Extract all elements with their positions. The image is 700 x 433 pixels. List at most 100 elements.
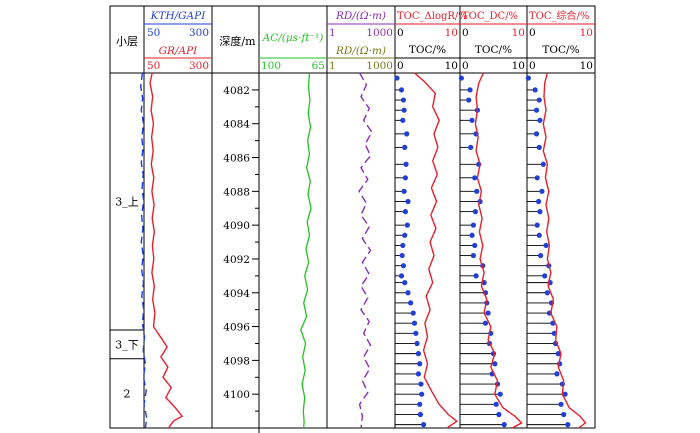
toc2-measured-min: 0 (462, 60, 469, 72)
ac-curve-name: AC/(μs·ft⁻¹) (262, 32, 324, 44)
toc2-measured-point (458, 75, 464, 81)
toc3-measured-max: 10 (580, 60, 593, 72)
gr-curve (149, 72, 184, 429)
toc2-measured-point (473, 273, 479, 279)
depth-header: 深度/m (219, 34, 256, 48)
toc1-measured-point (417, 411, 423, 418)
toc1-measured-point (400, 117, 406, 123)
depth-tick-label: 4092 (223, 254, 250, 266)
toc3-measured-point (544, 290, 551, 296)
toc3-measured-point (537, 209, 543, 215)
kth-curve-name: KTH/GAPI (150, 10, 207, 22)
toc2-measured-point (467, 87, 473, 93)
toc1-curve-name: TOC_ΔlogR/% (397, 11, 468, 22)
toc1-measured-point (401, 188, 407, 194)
gr-curve-name: GR/API (159, 45, 198, 57)
depth-tick-label: 4088 (223, 186, 250, 198)
rd2-scale-min: 1 (329, 60, 336, 72)
toc2-curve-name: TOC_DC/% (462, 11, 518, 22)
ac-scale-min: 100 (261, 60, 281, 72)
kth-scale-max: 300 (189, 27, 209, 39)
toc3-measured-point (542, 273, 548, 279)
toc2-scale-min: 0 (462, 27, 469, 39)
depth-tick-label: 4082 (223, 85, 250, 97)
toc1-measured-point (404, 222, 410, 228)
toc1-measured-max: 10 (445, 60, 458, 72)
depth-tick-label: 4086 (223, 153, 250, 165)
toc2-measured-point (493, 401, 499, 407)
zone-label: 2 (124, 387, 131, 400)
toc2-measured-point (497, 391, 503, 397)
toc1-measured-point (402, 209, 408, 215)
toc1-measured-point (402, 144, 408, 150)
toc1-measured-point (405, 198, 411, 205)
toc3-measured-name: TOC/% (542, 44, 579, 56)
toc2-measured-point (470, 252, 476, 259)
toc2-measured-point (470, 222, 476, 228)
kth-scale-min: 50 (147, 27, 160, 39)
toc3-measured-point (536, 144, 542, 150)
toc1-measured-point (402, 280, 408, 286)
toc2-measured-point (466, 97, 472, 103)
toc1-measured-point (398, 273, 405, 279)
ac-curve (300, 72, 312, 429)
depth-tick-label: 4090 (223, 220, 250, 232)
toc1-measured-point (415, 351, 421, 357)
toc1-measured-point (405, 290, 411, 296)
gr-scale-max: 300 (189, 60, 209, 72)
toc3-measured-point (537, 117, 543, 123)
toc3-curve-name: TOC_综合/% (529, 9, 589, 22)
toc3-measured-point (532, 87, 538, 93)
toc1-measured-point (417, 401, 423, 407)
toc3-measured-min: 0 (529, 60, 536, 72)
toc1-measured-point (417, 361, 423, 367)
rd-scale-min: 1 (329, 27, 336, 39)
toc1-measured-point (411, 320, 418, 326)
rd-curve (358, 72, 373, 429)
toc3-measured-point (534, 175, 540, 181)
track-body: 3_上 3_下 2 4082 4084 4086 4088 4090 4092 4094 4096 4… (110, 72, 587, 429)
zone-label: 3_下 (115, 338, 139, 351)
toc1-measured-point (421, 422, 427, 428)
toc3-measured-point (536, 97, 542, 103)
toc3-scale-min: 0 (529, 27, 536, 39)
toc2-measured-point (469, 232, 475, 238)
zone-label: 3_上 (115, 195, 139, 208)
toc1-measured-point (403, 161, 409, 167)
toc2-measured-point (501, 422, 507, 428)
toc1-measured-point (400, 97, 407, 103)
toc3-measured-point (543, 242, 549, 249)
toc1-curve (414, 72, 458, 429)
toc2-measured-point (472, 242, 478, 249)
toc3-measured-point (554, 371, 560, 377)
toc1-measured-min: 0 (397, 60, 404, 72)
toc3-measured-point (565, 422, 571, 428)
depth-tick-label: 4100 (223, 389, 250, 401)
toc3-measured-point (561, 411, 567, 418)
toc2-measured-name: TOC/% (475, 44, 512, 56)
toc3-measured-point (540, 161, 546, 167)
toc1-measured-point (418, 381, 424, 387)
toc3-measured-point (534, 222, 540, 228)
toc3-measured-point (535, 198, 542, 205)
toc1-measured-point (413, 330, 419, 336)
toc1-measured-point (398, 87, 405, 93)
toc3-measured-point (555, 351, 561, 357)
toc1-scale-min: 0 (397, 27, 404, 39)
track-headers: 小层 KTH/GAPI 50 300 GR/API 50 300 深度/m AC/(μs·ft⁻… (116, 9, 595, 72)
depth-tick-label: 4094 (223, 288, 250, 300)
outer-border (109, 5, 596, 429)
toc2-measured-point (492, 361, 498, 367)
gr-scale-min: 50 (147, 60, 160, 72)
toc2-measured-point (485, 310, 491, 316)
toc1-measured-name: TOC/% (409, 44, 446, 56)
ac-scale-max: 65 (312, 60, 325, 72)
toc3-measured-point (533, 107, 540, 113)
toc2-measured-point (496, 411, 502, 418)
toc1-measured-point (399, 252, 405, 259)
toc1-measured-point (404, 131, 410, 137)
toc1-measured-point (400, 263, 407, 269)
toc1-measured-point (402, 232, 408, 238)
toc2-measured-point (472, 175, 478, 181)
